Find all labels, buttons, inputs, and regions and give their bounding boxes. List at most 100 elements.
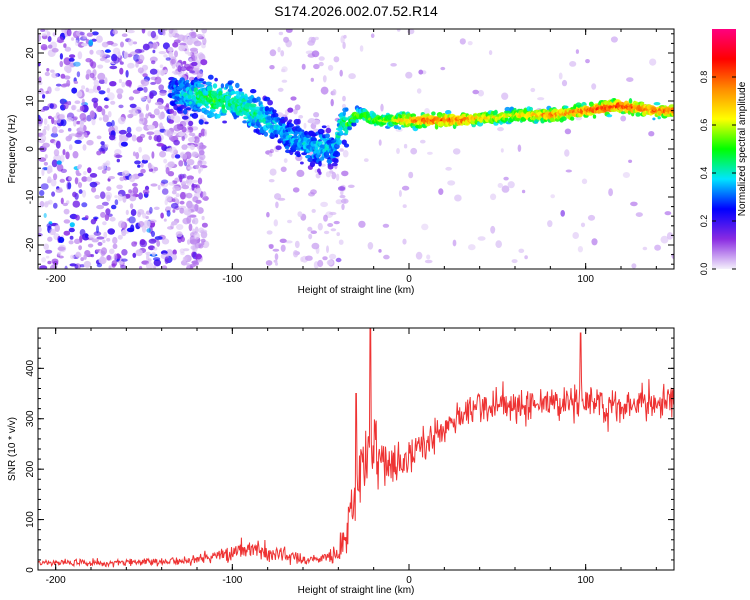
noise-blob: [53, 202, 58, 209]
noise-blob: [195, 253, 202, 260]
noise-blob: [150, 30, 157, 39]
colorbar-tick-label: 0.0: [699, 263, 709, 276]
noise-blob: [93, 231, 102, 236]
noise-blob: [151, 230, 155, 237]
signal-blob: [222, 120, 228, 124]
spectrogram-x-tick-label: 100: [577, 274, 594, 285]
noise-blob: [189, 239, 198, 245]
noise-blob: [181, 144, 188, 150]
noise-blob: [338, 239, 344, 245]
signal-blob: [256, 96, 261, 102]
noise-blob: [38, 34, 41, 42]
noise-blob: [125, 209, 129, 216]
noise-blob: [277, 197, 286, 201]
snr-x-tick-label: -100: [222, 575, 242, 586]
noise-blob: [63, 208, 70, 215]
signal-blob: [331, 162, 338, 167]
noise-blob: [62, 149, 66, 156]
noise-blob: [145, 251, 151, 256]
noise-blob: [452, 148, 461, 155]
signal-blob: [628, 98, 633, 104]
noise-blob: [100, 164, 107, 170]
noise-blob: [117, 234, 123, 240]
noise-blob: [200, 238, 206, 243]
noise-blob: [135, 249, 143, 257]
noise-blob: [109, 216, 116, 222]
noise-blob: [660, 235, 669, 244]
signal-blob: [317, 128, 325, 135]
noise-blob: [177, 65, 182, 73]
noise-blob: [41, 168, 45, 176]
noise-blob: [503, 176, 509, 181]
noise-blob: [318, 61, 324, 67]
noise-blob: [132, 41, 138, 45]
noise-blob: [66, 117, 74, 122]
signal-blob: [668, 104, 674, 108]
noise-blob: [198, 166, 204, 172]
noise-blob: [204, 129, 208, 137]
noise-blob: [335, 257, 342, 263]
noise-blob: [150, 183, 158, 187]
noise-blob: [342, 95, 346, 102]
noise-blob: [277, 87, 284, 92]
signal-blob: [188, 120, 194, 127]
noise-blob: [190, 179, 198, 183]
noise-blob: [89, 59, 94, 67]
noise-blob: [83, 254, 87, 260]
noise-blob: [81, 202, 88, 208]
noise-blob: [292, 250, 299, 258]
noise-blob: [396, 148, 400, 154]
noise-blob: [339, 69, 343, 77]
noise-blob: [104, 144, 109, 148]
signal-blob: [318, 171, 322, 175]
noise-blob: [378, 249, 382, 253]
noise-blob: [159, 150, 167, 158]
signal-blob: [351, 122, 357, 127]
noise-blob: [55, 83, 62, 87]
noise-blob: [142, 212, 147, 219]
noise-blob: [132, 151, 136, 157]
noise-blob: [107, 228, 115, 235]
signal-blob: [431, 111, 436, 116]
signal-blob: [307, 157, 314, 163]
noise-blob: [39, 190, 45, 196]
noise-blob: [187, 166, 193, 170]
noise-blob: [193, 232, 200, 240]
noise-blob: [287, 219, 292, 224]
noise-blob: [507, 181, 515, 189]
noise-blob: [490, 225, 496, 234]
noise-blob: [141, 159, 148, 164]
noise-blob: [323, 214, 328, 222]
noise-blob: [153, 130, 162, 136]
signal-blob: [300, 161, 304, 165]
noise-blob: [648, 131, 655, 137]
signal-blob: [410, 113, 417, 118]
noise-blob: [151, 151, 155, 159]
noise-blob: [62, 83, 70, 87]
noise-blob: [102, 162, 109, 166]
noise-blob: [199, 150, 205, 156]
noise-blob: [129, 190, 137, 197]
noise-blob: [98, 90, 106, 95]
noise-blob: [114, 199, 119, 206]
noise-blob: [50, 69, 55, 73]
noise-blob: [153, 206, 160, 210]
noise-blob: [51, 191, 56, 197]
noise-blob: [524, 255, 528, 260]
noise-blob: [105, 208, 111, 215]
noise-blob: [149, 68, 158, 75]
colorbar-tick-label: 0.6: [699, 119, 709, 132]
noise-blob: [127, 114, 133, 119]
noise-blob: [122, 195, 127, 203]
signal-blob: [504, 106, 511, 112]
noise-blob: [172, 249, 177, 255]
noise-blob: [318, 56, 325, 61]
noise-blob: [162, 42, 170, 50]
noise-blob: [153, 259, 161, 267]
noise-blob: [57, 36, 64, 44]
noise-blob: [117, 116, 126, 125]
signal-blob: [326, 159, 333, 164]
noise-blob: [547, 220, 553, 228]
noise-blob: [94, 194, 100, 199]
